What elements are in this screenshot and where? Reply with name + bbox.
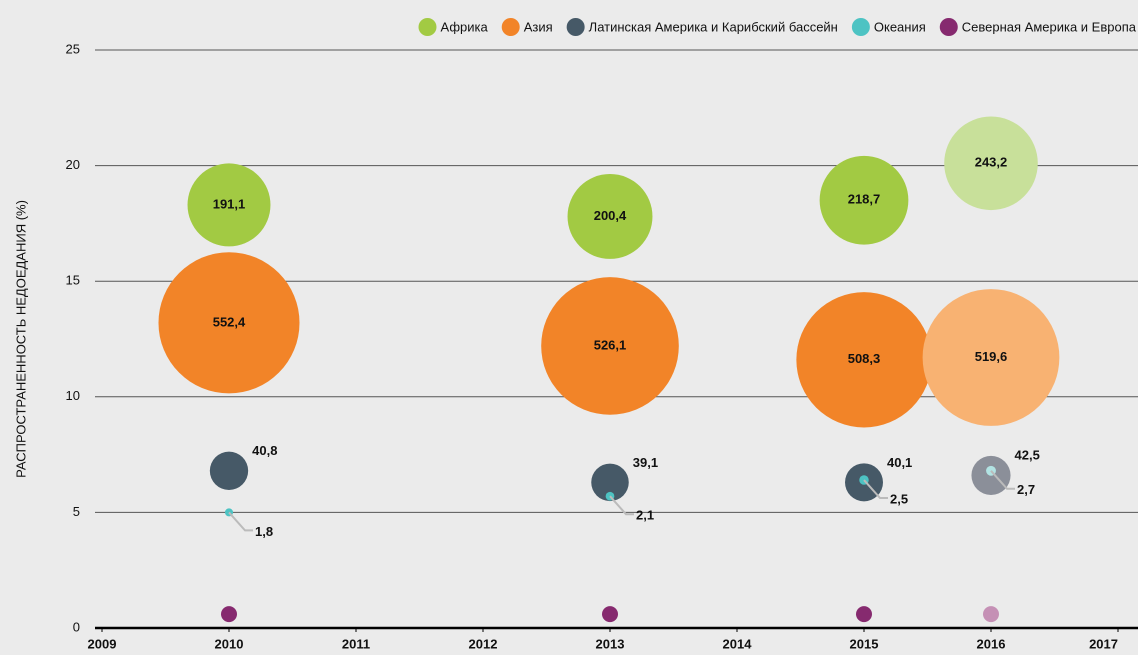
bubble — [541, 277, 679, 415]
y-tick-label: 25 — [66, 41, 80, 56]
y-tick-label: 15 — [66, 273, 80, 288]
y-tick-label: 10 — [66, 388, 80, 403]
legend-label: Африка — [441, 19, 489, 34]
data-label: 2,7 — [1017, 482, 1035, 497]
x-tick-label: 2015 — [850, 636, 879, 651]
x-tick-label: 2011 — [342, 636, 370, 651]
data-label: 552,4 — [213, 314, 246, 329]
data-label: 40,8 — [252, 443, 277, 458]
bubble — [221, 606, 237, 623]
x-tick-label: 2016 — [977, 636, 1006, 651]
x-tick-label: 2013 — [596, 636, 625, 651]
legend-swatch — [418, 18, 437, 36]
bubble — [856, 606, 872, 623]
y-tick-label: 20 — [66, 157, 80, 172]
series: 1,8 2,1 2,5 2,7 — [224, 465, 1035, 539]
bubble — [983, 606, 999, 623]
legend-label: Северная Америка и Европа — [962, 19, 1137, 34]
bubble — [796, 292, 932, 428]
x-tick-label: 2012 — [469, 636, 498, 651]
series: 191,1 200,4 218,7 243,2 — [187, 116, 1038, 259]
data-label: 200,4 — [594, 208, 627, 223]
leader-line — [863, 479, 888, 500]
series: 552,4 526,1 508,3 519,6 — [158, 252, 1060, 428]
data-label: 1,8 — [255, 524, 273, 539]
leader-line — [228, 511, 253, 532]
y-tick-label: 0 — [73, 619, 80, 634]
x-tick-label: 2009 — [88, 636, 117, 651]
x-tick-label: 2014 — [723, 636, 753, 651]
bubble — [602, 606, 618, 623]
legend: Африка Азия Латинская Америка и Карибский … — [418, 18, 1137, 36]
legend-label: Азия — [524, 19, 553, 34]
x-tick-label: 2017 — [1089, 636, 1118, 651]
leader-line — [990, 470, 1015, 490]
bubble — [819, 155, 909, 245]
series: 40,8 39,1 40,1 42,5 — [209, 443, 1040, 502]
bubble — [209, 451, 249, 490]
leader-line — [609, 495, 634, 516]
legend-swatch — [851, 18, 870, 36]
bubble — [944, 116, 1038, 211]
legend-swatch — [501, 18, 520, 36]
data-label: 526,1 — [594, 337, 627, 352]
data-label: 2,5 — [890, 491, 908, 506]
x-tick-label: 2010 — [215, 636, 244, 651]
legend-swatch — [566, 18, 585, 36]
bubble — [591, 463, 629, 502]
y-tick-label: 5 — [73, 504, 80, 519]
legend-label: Океания — [874, 19, 926, 34]
data-label: 191,1 — [213, 196, 246, 211]
legend-label: Латинская Америка и Карибский бассейн — [589, 19, 838, 34]
data-label: 39,1 — [633, 455, 658, 470]
data-label: 42,5 — [1015, 447, 1040, 462]
y-axis-label: РАСПРОСТРАНЕННОСТЬ НЕДОЕДАНИЯ (%) — [13, 200, 28, 478]
data-label: 519,6 — [975, 349, 1008, 364]
legend-swatch — [939, 18, 958, 36]
series — [221, 606, 999, 623]
bubble — [187, 163, 271, 247]
data-label: 40,1 — [887, 455, 912, 470]
data-label: 2,1 — [636, 508, 654, 523]
data-label: 243,2 — [975, 155, 1008, 170]
bubble — [567, 173, 653, 259]
data-label: 508,3 — [848, 351, 881, 366]
data-label: 218,7 — [848, 192, 881, 207]
bubble — [922, 289, 1060, 426]
bubble — [158, 252, 300, 394]
